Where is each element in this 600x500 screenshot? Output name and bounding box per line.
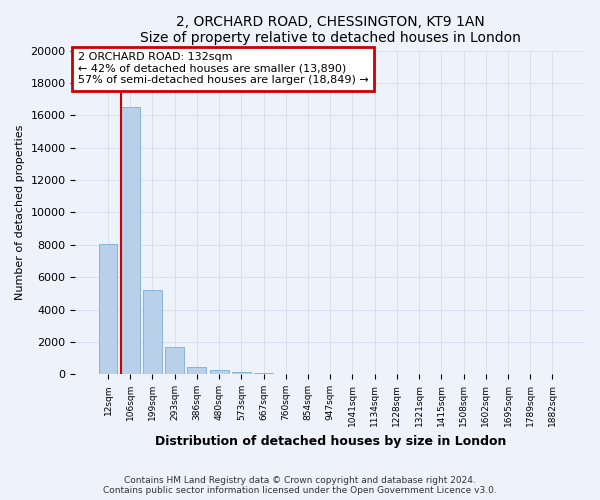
X-axis label: Distribution of detached houses by size in London: Distribution of detached houses by size …: [155, 434, 506, 448]
Text: 2 ORCHARD ROAD: 132sqm
← 42% of detached houses are smaller (13,890)
57% of semi: 2 ORCHARD ROAD: 132sqm ← 42% of detached…: [78, 52, 369, 86]
Bar: [165, 347, 184, 374]
Bar: [143, 290, 162, 374]
Bar: [121, 107, 140, 374]
Bar: [187, 366, 206, 374]
Bar: [98, 244, 118, 374]
Bar: [254, 373, 273, 374]
Text: Contains HM Land Registry data © Crown copyright and database right 2024.
Contai: Contains HM Land Registry data © Crown c…: [103, 476, 497, 495]
Y-axis label: Number of detached properties: Number of detached properties: [15, 124, 25, 300]
Bar: [232, 372, 251, 374]
Title: 2, ORCHARD ROAD, CHESSINGTON, KT9 1AN
Size of property relative to detached hous: 2, ORCHARD ROAD, CHESSINGTON, KT9 1AN Si…: [140, 15, 521, 45]
Bar: [209, 370, 229, 374]
